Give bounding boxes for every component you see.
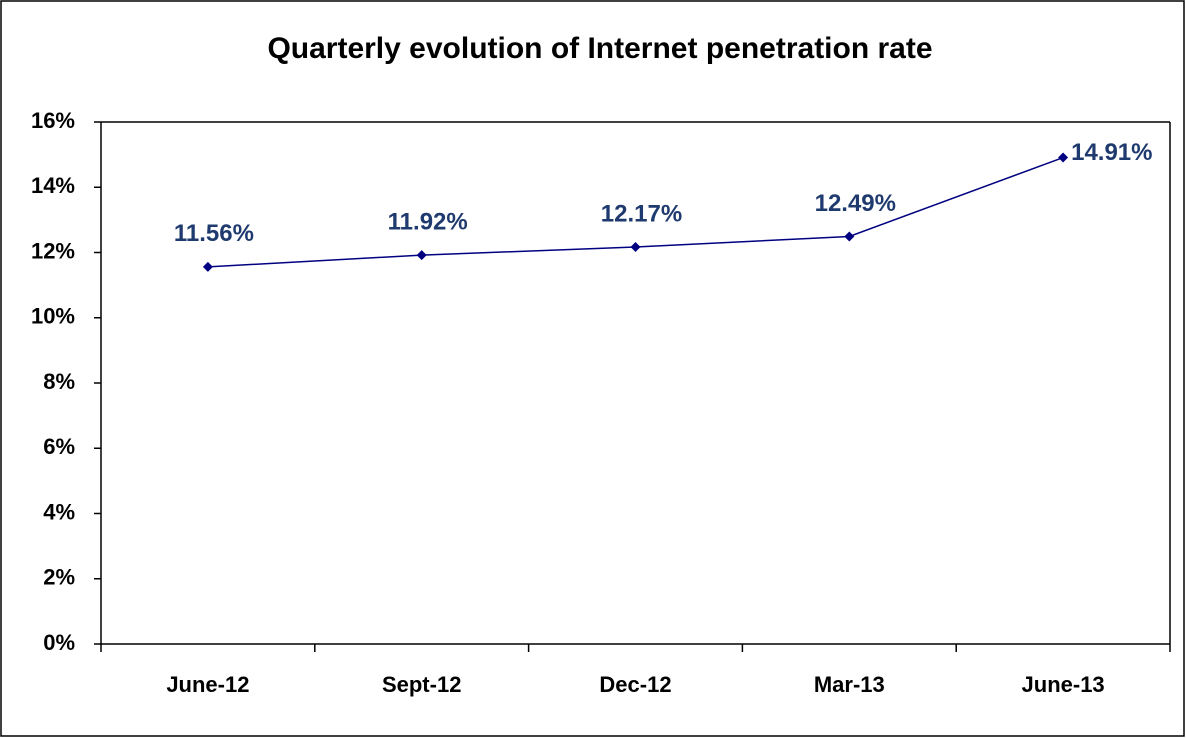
x-tick-label: Sept-12 [382, 672, 461, 697]
point-marker [630, 241, 641, 252]
y-tick-label: 2% [43, 565, 75, 590]
x-tick-label: Mar-13 [814, 672, 885, 697]
y-tick-label: 14% [31, 173, 75, 198]
point-marker [844, 231, 855, 242]
y-tick-label: 6% [43, 434, 75, 459]
y-tick-label: 16% [31, 108, 75, 133]
point-marker [1058, 152, 1069, 163]
data-label: 11.56% [174, 220, 254, 247]
y-tick-label: 10% [31, 304, 75, 329]
x-tick-label: Dec-12 [599, 672, 671, 697]
data-label: 11.92% [388, 208, 468, 235]
point-marker [416, 250, 427, 261]
data-label: 12.49% [815, 190, 896, 217]
chart-title: Quarterly evolution of Internet penetrat… [267, 32, 932, 65]
y-tick-label: 8% [43, 369, 75, 394]
data-label: 12.17% [601, 200, 682, 227]
y-tick-label: 12% [31, 238, 75, 263]
data-label: 14.91% [1071, 139, 1152, 166]
x-tick-label: June-13 [1022, 672, 1105, 697]
y-tick-label: 4% [43, 499, 75, 524]
point-marker [202, 261, 213, 272]
y-tick-label: 0% [43, 630, 75, 655]
x-tick-label: June-12 [166, 672, 249, 697]
